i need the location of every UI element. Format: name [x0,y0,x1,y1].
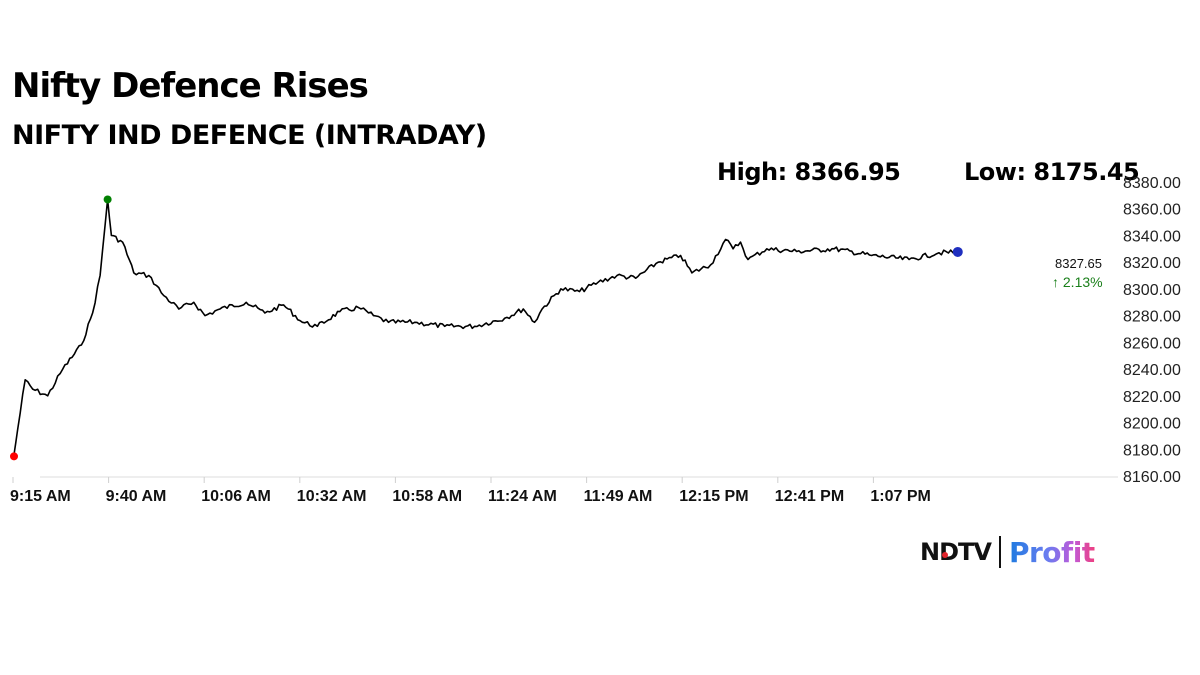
x-tick-label: 10:58 AM [392,488,462,505]
x-tick-label: 10:32 AM [297,488,367,505]
last-marker [952,246,963,257]
x-axis: 9:15 AM 9:40 AM 10:06 AM 10:32 AM 10:58 AM 11… [10,476,1118,505]
x-tick-label: 9:15 AM [10,488,71,505]
x-tick-label: 1:07 PM [870,488,930,505]
y-axis: 8380.00 8360.00 8340.00 8320.00 8300.00 8280.… [1123,175,1181,486]
y-tick-label: 8300.00 [1123,282,1181,299]
low-value-label: Low: 8175.45 [964,158,1140,186]
y-tick-label: 8260.00 [1123,335,1181,352]
x-tick-label: 12:41 PM [775,488,844,505]
y-tick-label: 8280.00 [1123,309,1181,326]
ndtv-wordmark: NDTV [920,538,992,566]
ndtv-text: NDTV [920,538,992,566]
y-tick-label: 8180.00 [1123,442,1181,459]
y-tick-label: 8320.00 [1123,255,1181,272]
ndtv-profit-logo: NDTV Profit [920,534,1095,570]
x-tick-label: 10:06 AM [201,488,271,505]
profit-wordmark: Profit [1008,535,1095,569]
x-tick-label: 12:15 PM [679,488,748,505]
high-value-label: High: 8366.95 [717,158,901,186]
y-tick-label: 8220.00 [1123,389,1181,406]
y-tick-label: 8340.00 [1123,228,1181,245]
x-tick-label: 9:40 AM [106,488,167,505]
y-tick-label: 8380.00 [1123,175,1181,192]
last-price-label: 8327.65 [1055,256,1102,271]
logo-divider [998,536,1001,568]
ndtv-red-dot-icon [942,552,948,558]
y-tick-label: 8160.00 [1123,469,1181,486]
high-marker [103,195,112,204]
x-tick-label: 11:49 AM [584,488,653,505]
y-tick-label: 8200.00 [1123,416,1181,433]
low-marker [10,452,18,461]
chart-title: Nifty Defence Rises [12,66,369,106]
chart-subtitle: NIFTY IND DEFENCE (INTRADAY) [12,120,487,151]
y-tick-label: 8360.00 [1123,202,1181,219]
x-tick-label: 11:24 AM [488,488,557,505]
y-tick-label: 8240.00 [1123,362,1181,379]
price-line [13,198,958,455]
change-percent-label: ↑ 2.13% [1052,274,1103,290]
